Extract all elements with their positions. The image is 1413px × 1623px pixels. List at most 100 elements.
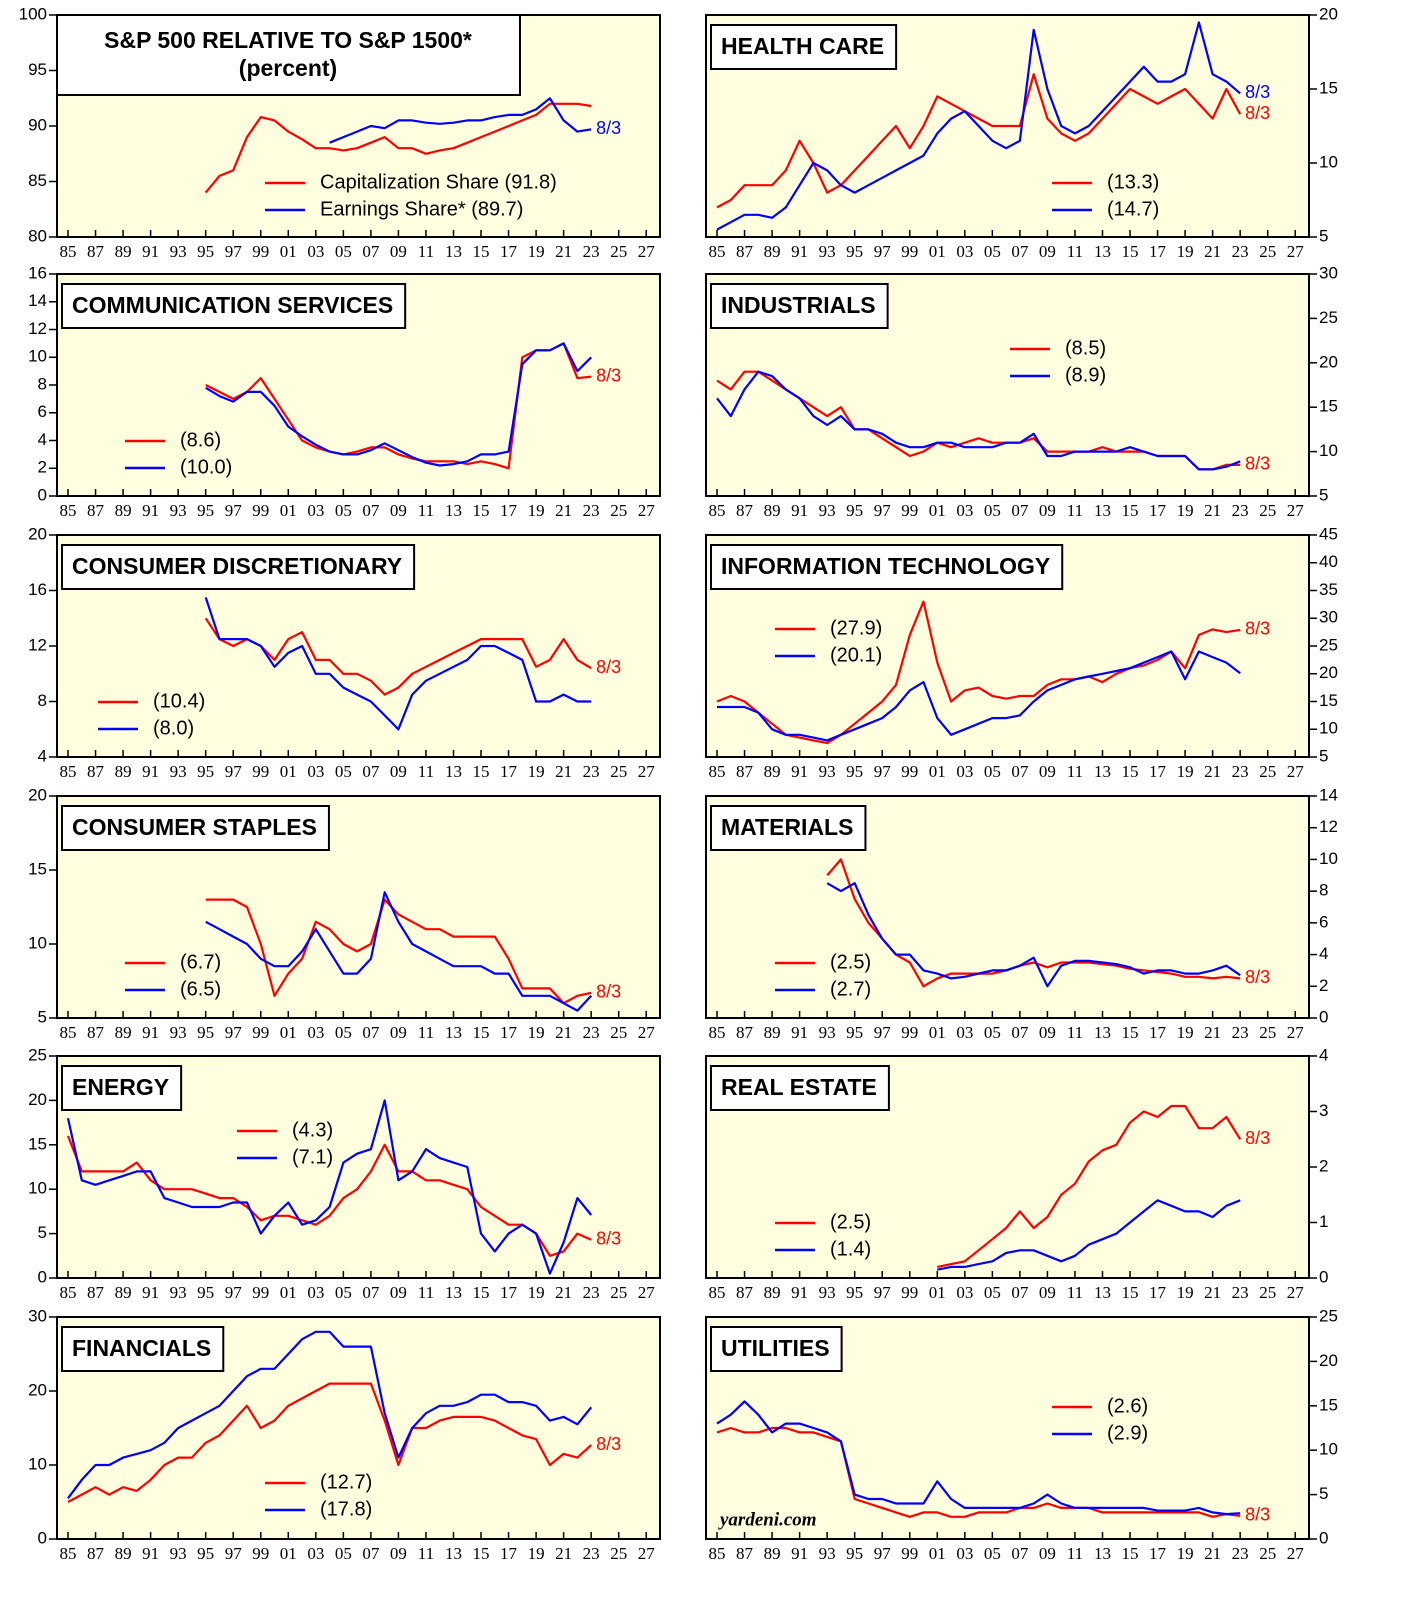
x-tick-label: 15: [473, 242, 490, 261]
x-tick-label: 09: [390, 501, 407, 520]
series-line: [66, 1099, 593, 1275]
y-tick-label: 10: [1319, 441, 1338, 460]
legend-label: (8.9): [1065, 364, 1106, 386]
x-tick-label: 25: [1259, 762, 1276, 781]
x-tick-label: 85: [709, 1023, 726, 1042]
x-tick-label: 95: [197, 1023, 214, 1042]
x-tick-label: 17: [1149, 762, 1167, 781]
x-tick-label: 27: [1287, 242, 1305, 261]
x-tick-label: 21: [1204, 1023, 1221, 1042]
legend-label: (17.8): [320, 1498, 372, 1520]
plot-border: [705, 1055, 1310, 1279]
x-tick-label: 23: [1232, 762, 1249, 781]
x-tick-label: 21: [1204, 501, 1221, 520]
x-tick-label: 23: [1232, 1544, 1249, 1563]
annotation: 8/3: [596, 118, 621, 138]
x-tick-label: 27: [638, 1544, 656, 1563]
x-tick-label: 15: [1122, 1283, 1139, 1302]
x-tick-label: 89: [764, 501, 781, 520]
x-tick-label: 93: [170, 762, 187, 781]
x-tick-label: 27: [638, 762, 656, 781]
x-tick-label: 17: [500, 1023, 518, 1042]
x-tick-label: 95: [197, 1283, 214, 1302]
x-tick-label: 11: [1067, 1023, 1083, 1042]
y-tick-label: 20: [1319, 4, 1338, 23]
x-tick-label: 11: [1067, 501, 1083, 520]
x-tick-label: 93: [819, 762, 836, 781]
legend-label: Earnings Share* (89.7): [320, 198, 523, 220]
x-tick-label: 93: [819, 1544, 836, 1563]
y-tick-label: 0: [38, 1528, 47, 1547]
y-tick-label: 45: [1319, 524, 1338, 543]
x-tick-label: 09: [390, 1544, 407, 1563]
annotation: 8/3: [596, 1229, 621, 1249]
x-tick-label: 03: [956, 1544, 973, 1563]
y-tick-label: 0: [38, 485, 47, 504]
x-tick-label: 11: [418, 501, 434, 520]
y-tick-label: 0: [1319, 1007, 1328, 1026]
y-tick-label: 90: [28, 115, 47, 134]
x-tick-label: 19: [1177, 762, 1194, 781]
x-tick-label: 21: [555, 501, 572, 520]
x-tick-label: 09: [390, 762, 407, 781]
y-tick-label: 6: [1319, 912, 1328, 931]
y-tick-label: 2: [38, 458, 47, 477]
x-tick-label: 91: [142, 242, 159, 261]
source: yardeni.com: [718, 1509, 817, 1530]
title-box: [56, 14, 521, 96]
x-tick-label: 07: [362, 242, 380, 261]
x-tick-label: 27: [638, 242, 656, 261]
x-tick-label: 07: [362, 1023, 380, 1042]
x-tick-label: 01: [280, 242, 297, 261]
y-tick-label: 20: [28, 1380, 47, 1399]
x-tick-label: 15: [1122, 1544, 1139, 1563]
series-line: [329, 97, 592, 144]
title-box: [61, 805, 330, 851]
plot-border: [56, 795, 661, 1019]
x-tick-label: 87: [736, 1283, 754, 1302]
legend-label: (10.0): [180, 456, 232, 478]
x-tick-label: 09: [1039, 501, 1056, 520]
x-tick-label: 23: [583, 501, 600, 520]
x-tick-label: 13: [445, 242, 462, 261]
title-box: [61, 283, 407, 329]
x-tick-label: 25: [1259, 1544, 1276, 1563]
legend-label: (2.5): [830, 951, 871, 973]
y-tick-label: 4: [38, 430, 47, 449]
x-tick-label: 89: [115, 1283, 132, 1302]
x-tick-label: 05: [335, 1023, 352, 1042]
x-tick-label: 03: [307, 1283, 324, 1302]
x-tick-label: 05: [335, 1544, 352, 1563]
chart-title: S&P 500 RELATIVE TO S&P 1500*: [104, 27, 472, 53]
x-tick-label: 19: [528, 242, 545, 261]
y-tick-label: 5: [38, 1223, 47, 1242]
x-tick-label: 85: [60, 1283, 77, 1302]
series-line: [67, 1382, 592, 1503]
x-tick-label: 19: [1177, 1544, 1194, 1563]
x-tick-label: 93: [819, 1283, 836, 1302]
x-tick-label: 25: [1259, 501, 1276, 520]
x-tick-label: 23: [583, 1544, 600, 1563]
y-tick-label: 95: [28, 60, 47, 79]
y-tick-label: 5: [1319, 226, 1328, 245]
series-line: [204, 617, 592, 696]
x-tick-label: 17: [1149, 1023, 1167, 1042]
x-tick-label: 91: [791, 242, 808, 261]
x-tick-label: 01: [929, 242, 946, 261]
x-tick-label: 97: [225, 762, 243, 781]
y-tick-label: 20: [1319, 663, 1338, 682]
chart-title: MATERIALS: [721, 814, 853, 840]
x-tick-label: 07: [1011, 242, 1029, 261]
y-tick-label: 20: [28, 785, 47, 804]
legend-label: (7.1): [292, 1146, 333, 1168]
x-tick-label: 95: [197, 762, 214, 781]
legend-label: (4.3): [292, 1119, 333, 1141]
x-tick-label: 07: [1011, 762, 1029, 781]
y-tick-label: 15: [1319, 691, 1338, 710]
legend-label: (2.6): [1107, 1395, 1148, 1417]
x-tick-label: 01: [929, 1283, 946, 1302]
x-tick-label: 05: [984, 1283, 1001, 1302]
x-tick-label: 99: [252, 1283, 269, 1302]
x-tick-label: 23: [1232, 242, 1249, 261]
legend-label: (2.9): [1107, 1422, 1148, 1444]
